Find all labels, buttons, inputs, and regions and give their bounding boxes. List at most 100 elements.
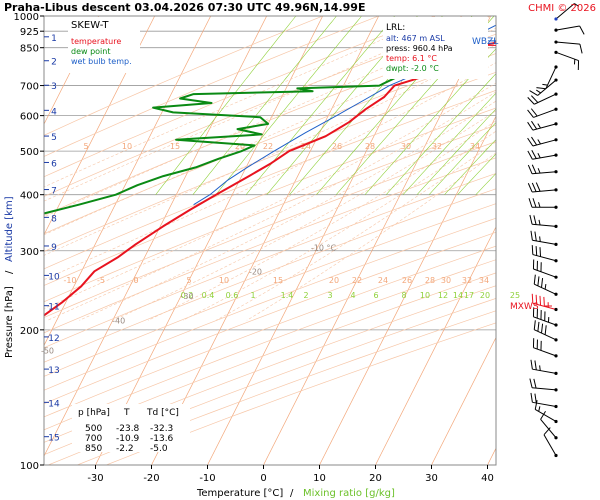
isotherm-line	[44, 16, 156, 236]
adiabat-label: 15	[170, 142, 180, 151]
adiabat-label: 10	[219, 276, 229, 285]
isotherm-line	[151, 16, 380, 465]
pressure-tick-label: 300	[20, 247, 39, 258]
pressure-tick-label: 700	[20, 82, 39, 93]
wind-barb-staff	[532, 302, 557, 310]
wind-barb-dot	[554, 275, 558, 279]
dry-adiabat	[44, 203, 496, 377]
wind-barb-feather	[539, 247, 542, 257]
wind-barb	[527, 182, 558, 193]
wind-barb-feather	[541, 278, 544, 288]
adiabat-label: 5	[186, 276, 191, 285]
dry-adiabat	[44, 231, 496, 405]
temperature-tick-label: 10	[313, 473, 326, 484]
wind-barb	[527, 164, 558, 175]
mixing-ratio-line	[215, 16, 362, 195]
adiabat-label: -5	[97, 276, 105, 285]
wind-barb-dot	[554, 224, 558, 228]
wind-barb	[528, 198, 558, 209]
wind-barb-dot	[554, 50, 558, 54]
wind-barb-half-feather	[537, 152, 541, 159]
wind-barb-dot	[554, 188, 558, 192]
wind-barb-dot	[554, 388, 558, 392]
mixing-ratio-line	[416, 108, 496, 195]
wind-barb	[530, 359, 558, 375]
altitude-tick-label: 15	[48, 434, 59, 444]
wind-barb	[543, 427, 558, 458]
dry-adiabat	[44, 141, 496, 318]
adiabat-label: 28	[365, 142, 375, 151]
altitude-tick-label: 4	[51, 107, 57, 117]
wind-barb-dot	[554, 40, 558, 44]
altitude-tick-label: 14	[48, 399, 60, 409]
y-axis-separator: /	[4, 270, 15, 274]
wind-barb	[529, 78, 558, 96]
isotherm-line	[263, 16, 492, 465]
table-cell: 500	[85, 424, 102, 434]
wind-barb-feather	[530, 108, 538, 117]
lrl-temp: temp: 6.1 °C	[386, 54, 437, 63]
temperature-tick-label: 40	[481, 473, 494, 484]
dry-adiabat	[44, 173, 496, 349]
wind-barb-half-feather	[539, 365, 541, 371]
adiabat-label: 26	[332, 142, 342, 151]
wind-barb-half-feather	[537, 139, 541, 145]
wind-barb-feather	[533, 274, 536, 285]
wind-barb-half-feather	[544, 283, 547, 290]
wind-barb-dot	[554, 338, 558, 342]
wind-barb-staff	[532, 123, 557, 131]
moist-adiabat	[44, 82, 496, 310]
pressure-tick-label: 925	[20, 27, 39, 38]
wind-barb-dot	[554, 404, 558, 409]
mixing-ratio-tick: 8	[401, 291, 406, 300]
adiabat-label: 26	[402, 276, 412, 285]
isotherm-line	[375, 226, 496, 465]
wind-barb	[527, 107, 558, 118]
mixing-ratio-line	[245, 16, 396, 195]
wind-barb	[527, 149, 558, 160]
wind-barb-feather	[531, 293, 534, 304]
table-header-td: Td [°C]	[146, 408, 179, 418]
wind-barb-feather	[531, 136, 538, 146]
wind-barb-feather	[531, 164, 537, 174]
wind-barb-feather	[535, 294, 538, 305]
dry-adiabat	[44, 71, 496, 252]
wind-barb	[534, 400, 558, 424]
wind-barb-feather	[536, 87, 546, 90]
lrl-box	[383, 17, 488, 79]
mixing-ratio-tick: 20	[480, 291, 490, 300]
wind-barb-feather	[531, 245, 534, 255]
wind-barb-feather	[527, 183, 533, 193]
wind-barb-half-feather	[537, 168, 541, 174]
altitude-tick-label: 7	[51, 187, 57, 197]
moist-adiabat	[148, 120, 496, 321]
axes-layer: 1002003004005006007008509251000123456789…	[14, 12, 494, 484]
pressure-tick-label: 200	[20, 326, 39, 337]
pressure-tick-label: 400	[20, 191, 39, 202]
wind-barb-dot	[554, 371, 558, 375]
table-cell: -10.9	[116, 434, 140, 444]
mixing-ratio-label: Mixing ratio [g/kg]	[303, 488, 395, 499]
temperature-tick-label: -20	[143, 473, 159, 484]
wind-barb-half-feather	[538, 406, 541, 412]
adiabat-label: 22	[263, 142, 273, 151]
mixing-ratio-tick: 6	[373, 291, 378, 300]
wind-barb-dot	[554, 122, 558, 126]
mixing-ratio-tick: 2	[303, 291, 308, 300]
wind-barb	[533, 320, 558, 342]
wind-barb-feather	[531, 120, 538, 130]
mixing-ratio-line	[155, 16, 297, 195]
wind-barb-feather	[528, 198, 533, 208]
dry-adiabat	[77, 310, 496, 465]
adiabat-label: 30	[401, 142, 411, 151]
mixing-ratio-tick: 10	[420, 291, 430, 300]
temperature-tick-label: 0	[260, 473, 266, 484]
mixing-ratio-line	[192, 16, 337, 195]
grid-labels-layer: 0.2 0.4 0.6 1 1.4 2 3 4 6 8 10 12 14 17 20 255 10 15 20 22 2…	[41, 142, 520, 355]
wind-barb-feather	[530, 95, 539, 103]
x-axis-title: Temperature [°C] / Mixing ratio [g/kg]	[196, 488, 395, 499]
wind-barb-feather	[527, 150, 533, 160]
table-cell: -2.2	[116, 444, 134, 454]
mixing-ratio-tick: 4	[350, 291, 355, 300]
adiabat-label: 10	[122, 142, 132, 151]
